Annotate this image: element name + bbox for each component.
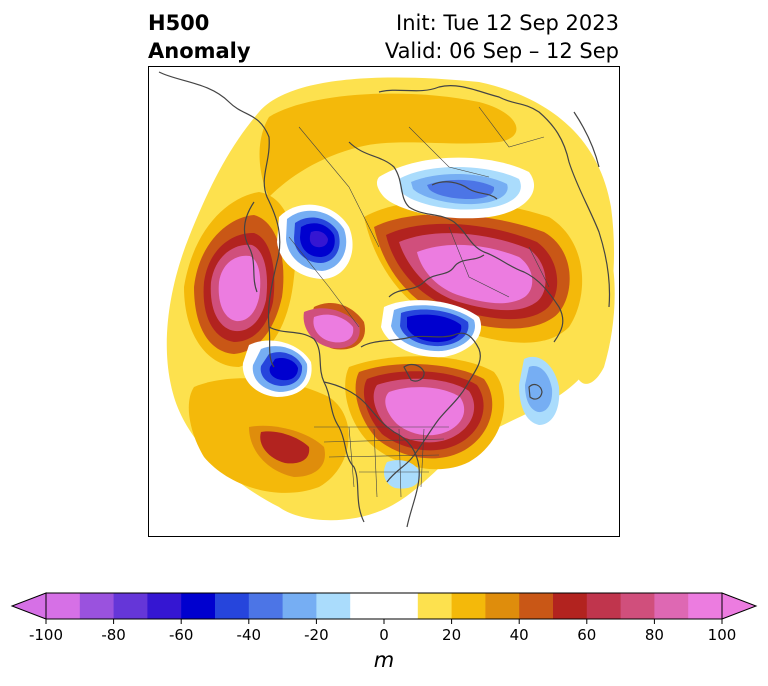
title-variable: H500 <box>148 11 210 35</box>
colorbar-segment <box>350 593 385 619</box>
init-time: Init: Tue 12 Sep 2023 <box>396 11 619 35</box>
anomaly-map <box>149 67 619 536</box>
colorbar-tick-label: 40 <box>509 626 529 644</box>
colorbar-tick-label: 80 <box>644 626 664 644</box>
colorbar-segment <box>79 593 115 619</box>
colorbar-segment <box>417 593 453 619</box>
colorbar-ticks <box>45 619 723 624</box>
colorbar-tick-label: 0 <box>379 626 389 644</box>
coastlines <box>158 71 611 528</box>
colorbar-tick-label: 60 <box>577 626 597 644</box>
political-borders <box>288 106 550 498</box>
map-title-left: H500 Anomaly <box>148 9 251 65</box>
colorbar-segment <box>519 593 554 619</box>
positive-anomaly-core <box>203 223 558 464</box>
colorbar-upper-extend <box>721 592 758 620</box>
map-panel <box>148 66 620 537</box>
colorbar-segment <box>316 593 351 619</box>
colorbar-tick-label: -80 <box>101 626 126 644</box>
colorbar-segment <box>485 593 520 619</box>
colorbar-segment <box>46 593 81 619</box>
colorbar-segment <box>215 593 250 619</box>
colorbar-segment <box>384 593 419 619</box>
colorbar-segment <box>451 593 486 619</box>
colorbar <box>10 592 758 624</box>
map-title-right: Init: Tue 12 Sep 2023 Valid: 06 Sep – 12… <box>385 9 619 65</box>
colorbar-tick-label: -100 <box>28 626 64 644</box>
colorbar-segment <box>181 593 216 619</box>
colorbar-tick-label: 20 <box>442 626 462 644</box>
colorbar-segment <box>147 593 182 619</box>
colorbar-segment <box>688 593 723 619</box>
colorbar-segment <box>282 593 317 619</box>
colorbar-lower-extend <box>10 592 47 620</box>
colorbar-unit-label: m <box>373 648 395 672</box>
colorbar-segment <box>586 593 622 619</box>
colorbar-segment <box>654 593 689 619</box>
colorbar-tick-label: 100 <box>707 626 737 644</box>
colorbar-segment <box>113 593 148 619</box>
colorbar-segment <box>620 593 655 619</box>
colorbar-segments <box>46 593 723 619</box>
neutral-anomaly-zones <box>149 285 164 324</box>
colorbar-segment <box>553 593 588 619</box>
colorbar-tick-label: -40 <box>236 626 262 644</box>
colorbar-tick-label: -60 <box>168 626 194 644</box>
colorbar-segment <box>248 593 284 619</box>
negative-anomaly-features <box>242 157 560 489</box>
colorbar-tick-label: -20 <box>304 626 329 644</box>
valid-range: Valid: 06 Sep – 12 Sep <box>384 39 619 63</box>
title-type: Anomaly <box>148 39 251 63</box>
